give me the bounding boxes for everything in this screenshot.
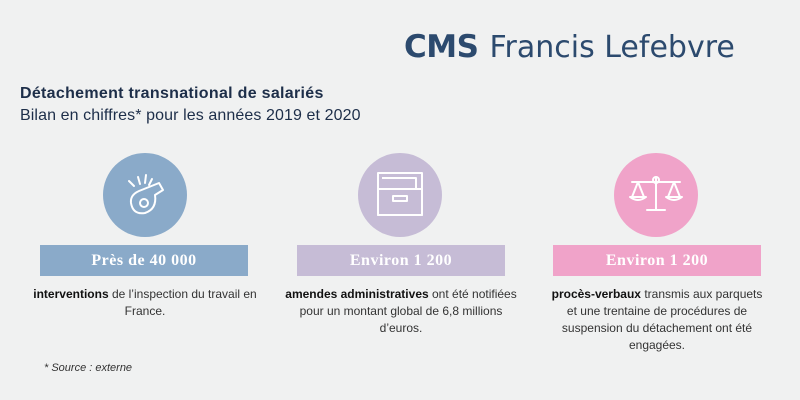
scales-icon — [629, 176, 683, 211]
file-tray-icon-circle — [358, 153, 442, 237]
logo-name: Francis Lefebvre — [489, 29, 735, 65]
scales-icon-circle — [614, 153, 698, 237]
source-note: * Source : externe — [44, 362, 133, 374]
cms-francis-lefebvre-logo: CMS Francis Lefebvre — [404, 22, 774, 72]
stat-banner-2: Environ 1 200 — [297, 245, 505, 276]
whistle-icon-circle — [103, 153, 187, 237]
stat-banner-1: Près de 40 000 — [40, 245, 248, 276]
page-subtitle: Bilan en chiffres* pour les années 2019 … — [20, 107, 361, 124]
stat-description-3: procès-verbaux transmis aux parquets et … — [545, 286, 769, 354]
logo-mark: CMS — [404, 29, 479, 65]
stat-text-1: de l’inspection du travail en France. — [108, 287, 257, 318]
stat-description-2: amendes administratives ont été notifiée… — [282, 286, 520, 337]
stat-bold-1: interventions — [33, 287, 109, 301]
stat-banner-3: Environ 1 200 — [553, 245, 761, 276]
stat-text-2: ont été notifiées pour un montant global… — [299, 287, 517, 335]
stat-description-1: interventions de l’inspection du travail… — [30, 286, 260, 320]
page-title: Détachement transnational de salariés — [20, 85, 324, 102]
file-tray-icon — [377, 172, 423, 216]
whistle-icon — [128, 174, 164, 215]
stat-text-3: transmis aux parquets et une trentaine d… — [561, 287, 763, 352]
stat-bold-2: amendes administratives — [285, 287, 429, 301]
stat-bold-3: procès-verbaux — [551, 287, 641, 301]
